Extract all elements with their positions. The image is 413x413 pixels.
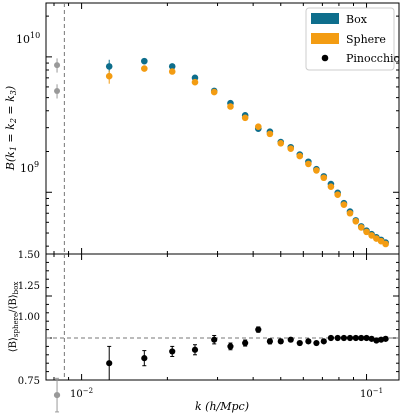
ratio-tick-label-0.75: 0.75	[18, 376, 40, 387]
ratio-point	[255, 326, 262, 333]
top-panel: 1010 109 B(k1 = k2 = k3) Box Sphere Pino…	[4, 2, 401, 255]
ratio-point	[191, 346, 199, 353]
ratio-point	[227, 343, 234, 350]
bottom-guides	[46, 254, 399, 380]
ratio-tick-label-1.25: 1.25	[18, 281, 40, 292]
ratio-point	[346, 334, 354, 342]
legend-swatch-box	[311, 13, 339, 24]
ratio-point	[352, 334, 359, 342]
ratio-point	[141, 355, 148, 362]
bottom-y-axis-label: ⟨B⟩sphere/⟨B⟩box	[8, 282, 20, 353]
ratio-point	[327, 334, 335, 342]
ratio-point	[313, 339, 320, 347]
sphere-point	[305, 160, 312, 168]
sphere-point	[210, 88, 218, 96]
sphere-point	[352, 218, 360, 225]
legend-marker-pinocchio	[321, 54, 329, 62]
top-marks	[54, 57, 389, 248]
y-tick-label-1e10-exp: 10	[30, 31, 40, 40]
ratio-point	[242, 339, 249, 347]
ratio-point	[169, 348, 176, 355]
sphere-point	[357, 224, 365, 231]
sphere-point	[340, 201, 348, 208]
y-tick-label-1e10-base: 10	[16, 33, 30, 46]
x-tick-label-1e-1: 10−1	[360, 387, 383, 400]
ratio-point	[106, 360, 113, 367]
grey-point	[54, 87, 61, 94]
bottom-plot-frame	[45, 253, 400, 381]
ratio-tick-label-1.50: 1.50	[18, 250, 40, 261]
legend-swatch-sphere	[311, 33, 339, 44]
sphere-point	[105, 72, 113, 80]
legend-label-pinocchio: Pinocchio	[346, 52, 401, 65]
x-tick-label-1e-2: 10−2	[70, 387, 93, 400]
sphere-point	[320, 174, 328, 182]
sphere-point	[141, 65, 148, 72]
sphere-point	[287, 145, 295, 152]
ratio-point	[368, 335, 375, 342]
ratio-point	[320, 338, 327, 345]
sphere-point	[334, 191, 341, 198]
sphere-point	[296, 152, 304, 160]
ratio-point	[296, 339, 303, 347]
sphere-point	[168, 68, 176, 75]
ratio-tick-label-1.00: 1.00	[18, 312, 40, 323]
sphere-point	[346, 209, 354, 217]
sphere-point	[227, 103, 234, 110]
legend-label-sphere: Sphere	[346, 33, 386, 46]
ratio-point	[334, 334, 341, 342]
sphere-point	[313, 167, 320, 174]
ratio-point	[287, 336, 294, 343]
bottom-panel: 0.75 1.00 1.25 1.50 ⟨B⟩sphere/⟨B⟩box 10−…	[8, 250, 400, 413]
ratio-point	[266, 338, 274, 345]
y-tick-label-1e10: 1010	[16, 31, 40, 46]
box-point	[105, 63, 113, 70]
y-tick-label-1e9: 109	[20, 160, 39, 175]
bottom-marks	[53, 326, 389, 413]
ratio-point	[211, 336, 218, 343]
ratio-point	[358, 334, 365, 342]
top-y-axis-label: B(k1 = k2 = k3)	[4, 86, 18, 171]
y-tick-label-1e9-base: 10	[20, 162, 34, 175]
x-axis-label: k (h/Mpc)	[195, 400, 249, 413]
sphere-point	[327, 183, 335, 190]
legend: Box Sphere Pinocchio	[305, 7, 401, 71]
ratio-point	[277, 338, 284, 345]
sphere-point	[382, 240, 389, 248]
sphere-point	[191, 78, 199, 86]
sphere-point	[277, 139, 285, 147]
box-point	[141, 57, 148, 65]
sphere-point	[241, 114, 249, 122]
ratio-point	[363, 334, 370, 342]
legend-label-box: Box	[346, 13, 368, 26]
ratio-point	[382, 335, 389, 342]
top-ticks	[46, 3, 399, 254]
sphere-point	[363, 228, 370, 236]
ratio-point	[305, 338, 312, 345]
grey-point	[54, 62, 61, 69]
sphere-point	[254, 123, 262, 130]
bottom-ticks	[46, 253, 399, 381]
ratio-point	[373, 337, 380, 344]
ratio-point	[340, 334, 348, 342]
sphere-point	[368, 232, 375, 239]
y-tick-label-1e9-exp: 9	[34, 160, 39, 169]
ratio-point	[53, 392, 61, 399]
box-point	[168, 63, 176, 70]
sphere-point	[266, 130, 274, 138]
